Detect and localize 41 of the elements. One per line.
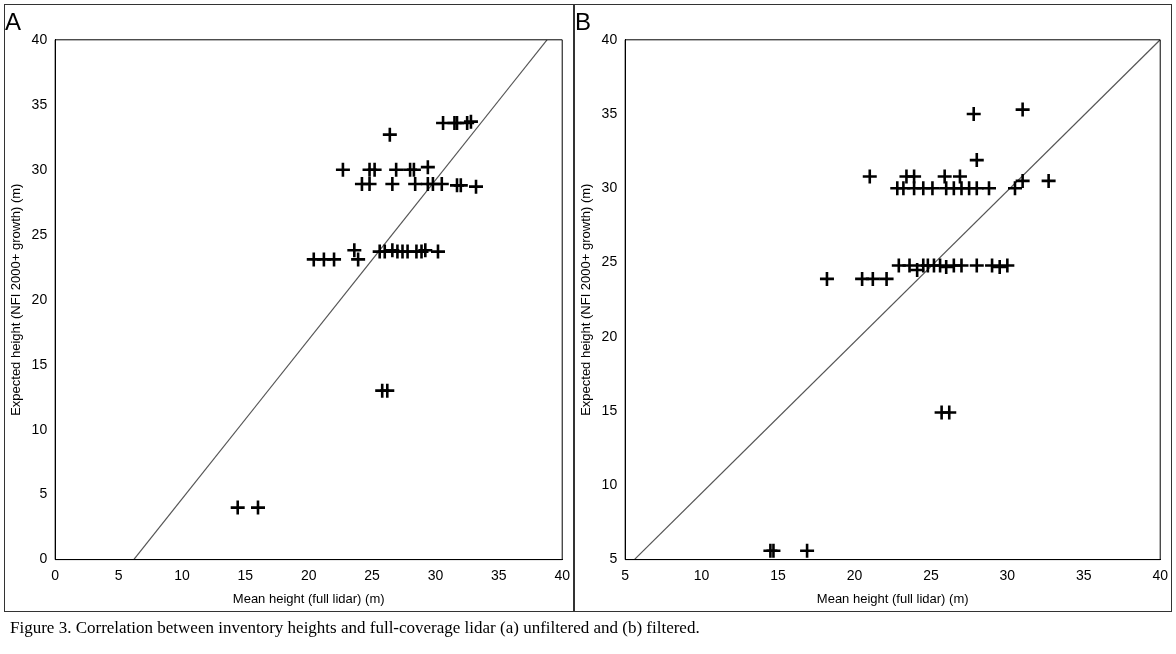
x-tick-label: 25 — [364, 566, 381, 583]
y-tick-label: 5 — [609, 550, 618, 567]
y-tick-label: 30 — [601, 179, 618, 196]
x-tick-label: 15 — [770, 566, 787, 583]
x-tick-label: 40 — [1152, 566, 1169, 583]
x-tick-label: 20 — [846, 566, 863, 583]
x-tick-label: 30 — [427, 566, 444, 583]
y-tick-label: 30 — [31, 160, 48, 177]
x-tick-label: 0 — [51, 566, 60, 583]
x-axis-title: Mean height (full lidar) (m) — [232, 590, 385, 606]
x-tick-label: 20 — [300, 566, 317, 583]
x-tick-label: 30 — [999, 566, 1016, 583]
y-tick-label: 20 — [601, 327, 618, 344]
y-tick-label: 25 — [601, 253, 618, 270]
chart-title: A — [5, 8, 22, 36]
y-tick-label: 0 — [39, 550, 48, 567]
y-tick-label: 10 — [601, 476, 618, 493]
y-axis-title: Expected height (NFI 2000+ growth) (m) — [8, 183, 24, 416]
x-tick-label: 25 — [923, 566, 939, 583]
x-tick-label: 10 — [693, 566, 710, 583]
x-tick-label: 40 — [554, 566, 571, 583]
y-tick-label: 5 — [39, 485, 48, 502]
x-tick-label: 35 — [491, 566, 507, 583]
chart-title: B — [575, 8, 592, 36]
y-tick-label: 10 — [31, 420, 48, 437]
y-tick-label: 40 — [601, 30, 618, 47]
x-tick-label: 35 — [1075, 566, 1092, 583]
y-tick-label: 25 — [31, 225, 48, 242]
y-tick-label: 40 — [31, 30, 48, 47]
y-tick-label: 20 — [31, 290, 48, 307]
x-axis-title: Mean height (full lidar) (m) — [816, 590, 969, 606]
y-axis-title: Expected height (NFI 2000+ growth) (m) — [578, 183, 594, 416]
x-tick-label: 15 — [237, 566, 254, 583]
x-tick-label: 10 — [174, 566, 190, 583]
x-tick-label: 5 — [114, 566, 123, 583]
y-tick-label: 15 — [601, 401, 618, 418]
y-tick-label: 35 — [601, 104, 618, 121]
caption: Figure 3. Correlation between inventory heights and full-coverage lidar (a) unfiltered and (b) filtered. — [10, 618, 700, 638]
y-tick-label: 35 — [31, 95, 48, 112]
y-tick-label: 15 — [31, 355, 48, 372]
x-tick-label: 5 — [621, 566, 630, 583]
